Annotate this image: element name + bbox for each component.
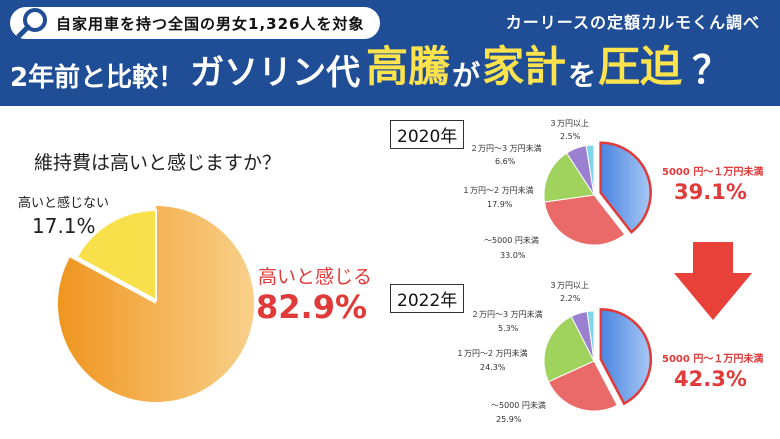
2022-label-5k: ～5000 円未満: [491, 401, 546, 410]
2022-value-20k: 5.3%: [498, 324, 519, 333]
pie20-pie: [543, 141, 652, 246]
headline-part6: を: [568, 59, 597, 92]
satisfaction-pie: [57, 206, 255, 402]
2020-value-main: 39.1%: [674, 180, 747, 204]
pie22-slice-1: [547, 360, 618, 412]
2022-value-5k: 25.9%: [496, 415, 522, 424]
headline-part4: が: [452, 59, 481, 92]
2020-value-20k: 6.6%: [495, 157, 516, 166]
source-credit: カーリースの定額カルモくん調べ: [505, 13, 760, 32]
pie22-slice-2: [543, 315, 595, 383]
2022-label-30k: ３万円以上: [549, 281, 589, 290]
pie20-slice-2: [543, 152, 595, 203]
2020-value-10k: 17.9%: [487, 200, 513, 209]
magnifier-icon: [16, 8, 47, 39]
not-expensive-value: 17.1%: [32, 214, 96, 238]
2022-value-30k: 2.2%: [560, 294, 581, 303]
headline-part3: 高騰: [366, 42, 451, 91]
pie22-pie: [543, 308, 652, 412]
pie22-slice-0: [599, 308, 652, 406]
survey-badge-text: 自家用車を持つ全国の男女1,326人を対象: [56, 14, 365, 33]
headline-part5: 家計: [482, 42, 567, 91]
headline: 2年前と比較！ ガソリン代 高騰 が 家計 を 圧迫 ？: [10, 40, 730, 94]
2020-label-20k: ２万円～3 万円未満: [470, 144, 542, 153]
down-arrow: [674, 242, 752, 320]
2022-label-main: 5000 円～１万円未満: [662, 354, 764, 365]
expensive-label: 高いと感じる: [258, 266, 373, 288]
year-2020-label: 2020年: [390, 120, 465, 149]
2020-label-main: 5000 円～１万円未満: [662, 167, 764, 178]
pie20-slice-1: [543, 194, 626, 246]
pie20-slice-4: [585, 144, 595, 196]
expensive-value: 82.9%: [256, 288, 368, 326]
headline-part8: ？: [692, 48, 731, 92]
satisfaction-pie-slice-1: [75, 208, 157, 302]
pie22-slice-4: [586, 310, 595, 362]
2020-label-5k: ～5000 円未満: [484, 236, 539, 245]
2022-value-main: 42.3%: [674, 367, 747, 391]
satisfaction-pie-slice-0: [57, 206, 255, 402]
2022-label-20k: ２万円～3 万円未満: [471, 310, 543, 319]
2020-label-30k: ３万円以上: [549, 119, 589, 128]
header-band: 自家用車を持つ全国の男女1,326人を対象 カーリースの定額カルモくん調べ 2年…: [0, 0, 780, 106]
2022-label-10k: １万円～2 万円未満: [456, 349, 528, 358]
down-arrow-shape: [674, 242, 752, 320]
year-2022-label: 2022年: [390, 284, 465, 313]
headline-part2: ガソリン代: [190, 53, 361, 93]
question-title: 維持費は高いと感じますか？: [34, 152, 282, 174]
survey-badge: 自家用車を持つ全国の男女1,326人を対象: [10, 7, 381, 39]
2020-value-5k: 33.0%: [500, 251, 526, 260]
2020-label-10k: １万円～2 万円未満: [462, 186, 534, 195]
pie20-slice-0: [599, 141, 652, 234]
not-expensive-label: 高いと感じない: [18, 196, 110, 211]
2020-value-30k: 2.5%: [560, 132, 581, 141]
headline-part1: 2年前と比較！: [10, 63, 185, 93]
2022-value-10k: 24.3%: [480, 363, 506, 372]
headline-part7: 圧迫: [598, 42, 683, 91]
